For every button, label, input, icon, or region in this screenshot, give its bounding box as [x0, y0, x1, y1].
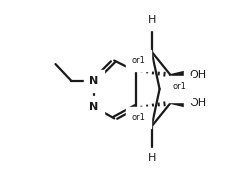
- Polygon shape: [170, 99, 188, 108]
- Text: N: N: [89, 76, 98, 86]
- Text: OH: OH: [189, 98, 206, 108]
- Text: H: H: [147, 15, 156, 25]
- Text: H: H: [147, 153, 156, 163]
- Text: or1: or1: [131, 113, 145, 122]
- Text: or1: or1: [131, 56, 145, 65]
- Text: N: N: [89, 102, 98, 112]
- Text: or1: or1: [172, 82, 186, 91]
- Polygon shape: [170, 70, 188, 79]
- Text: or1: or1: [172, 87, 186, 96]
- Text: OH: OH: [189, 70, 206, 80]
